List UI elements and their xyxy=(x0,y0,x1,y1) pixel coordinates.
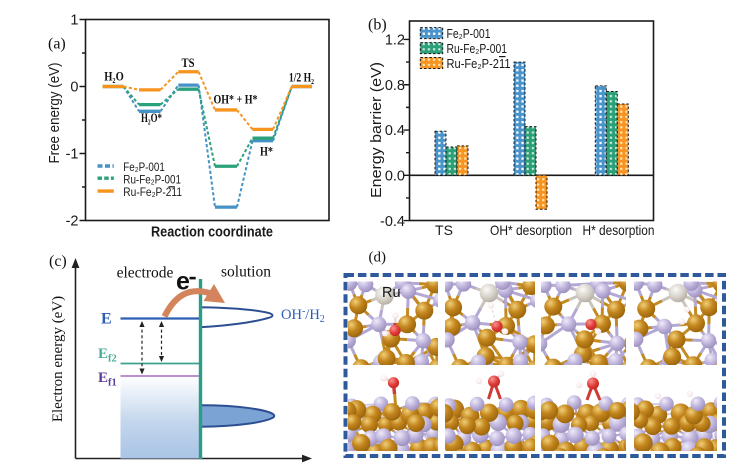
svg-text:0.8: 0.8 xyxy=(385,78,405,94)
svg-text:1/2 H₂: 1/2 H₂ xyxy=(289,70,314,84)
svg-text:Ru-Fe₂P-001: Ru-Fe₂P-001 xyxy=(123,173,181,187)
svg-text:0: 0 xyxy=(70,80,78,96)
svg-text:Fe₂P-001: Fe₂P-001 xyxy=(123,160,165,174)
svg-text:H*: H* xyxy=(260,145,273,159)
svg-text:OH-/H2: OH-/H2 xyxy=(281,306,325,325)
svg-text:TS: TS xyxy=(435,222,453,238)
svg-text:0.4: 0.4 xyxy=(385,123,405,139)
svg-text:Ef2: Ef2 xyxy=(98,346,117,365)
svg-text:H* desorption: H* desorption xyxy=(583,222,655,238)
svg-text:1: 1 xyxy=(70,13,78,29)
svg-text:Reaction coordinate: Reaction coordinate xyxy=(151,224,273,241)
svg-text:Ef1: Ef1 xyxy=(98,370,117,389)
svg-text:H₂O: H₂O xyxy=(104,70,124,84)
svg-text:e: e xyxy=(176,268,190,296)
svg-text:OH* desorption: OH* desorption xyxy=(490,222,572,238)
svg-text:-0.4: -0.4 xyxy=(380,214,405,230)
svg-text:-1: -1 xyxy=(66,147,79,163)
svg-text:OH* + H*: OH* + H* xyxy=(214,93,258,107)
svg-text:electrode: electrode xyxy=(117,265,174,282)
svg-text:Free energy (eV): Free energy (eV) xyxy=(46,63,63,164)
svg-text:E: E xyxy=(101,311,112,328)
svg-text:Fe₂P-001: Fe₂P-001 xyxy=(447,26,491,41)
svg-text:TS: TS xyxy=(182,56,195,70)
svg-text:Electron energy (eV): Electron energy (eV) xyxy=(50,296,66,422)
svg-text:Ru: Ru xyxy=(382,285,401,301)
svg-text:-2: -2 xyxy=(66,214,79,230)
svg-text:Ru-Fe₂P-001: Ru-Fe₂P-001 xyxy=(447,41,508,56)
svg-text:H₂O*: H₂O* xyxy=(141,111,162,125)
svg-text:0.0: 0.0 xyxy=(385,169,405,185)
svg-text:(c): (c) xyxy=(49,253,67,270)
svg-text:Ru-Fe₂P-211: Ru-Fe₂P-211 xyxy=(123,185,182,199)
svg-text:1.2: 1.2 xyxy=(385,33,405,49)
svg-text:(d): (d) xyxy=(369,250,387,266)
svg-text:(a): (a) xyxy=(48,36,66,53)
svg-text:Ru-Fe₂P-211: Ru-Fe₂P-211 xyxy=(447,56,511,71)
svg-text:Energy barrier (eV): Energy barrier (eV) xyxy=(368,62,385,198)
svg-text:(b): (b) xyxy=(368,17,387,34)
svg-text:solution: solution xyxy=(221,264,271,281)
